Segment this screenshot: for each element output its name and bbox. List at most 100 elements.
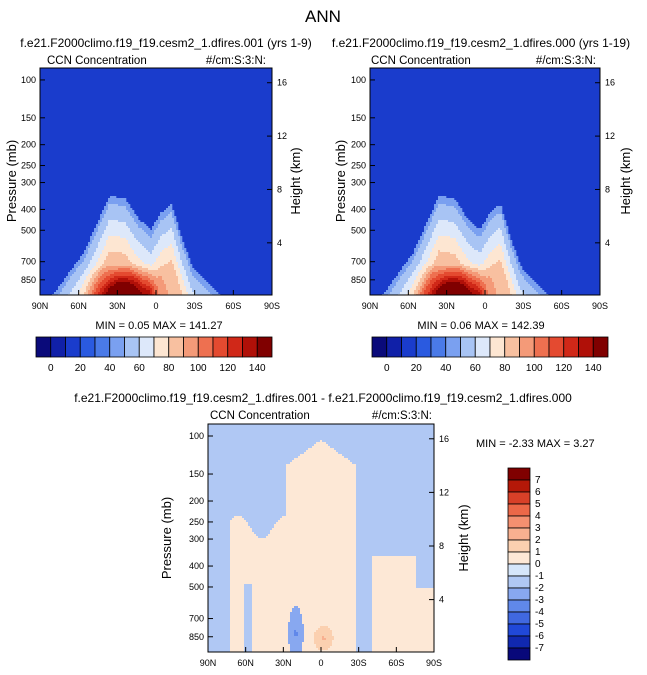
field-cell [500, 230, 503, 233]
field-cell [480, 264, 483, 267]
field-cell [418, 264, 421, 267]
field-cell [86, 252, 89, 255]
field-cell [82, 268, 85, 271]
field-cell [124, 220, 127, 223]
field-cell [448, 228, 451, 231]
field-cell [162, 264, 165, 267]
field-cell [440, 270, 443, 273]
field-cell [480, 270, 483, 273]
field-cell [422, 280, 425, 283]
field-cell [438, 198, 441, 201]
field-cell [448, 226, 451, 229]
field-cell [160, 274, 163, 277]
field-cell [94, 286, 97, 289]
field-cell [462, 228, 465, 231]
field-cell [136, 228, 139, 231]
field-cell [164, 244, 167, 247]
colorbar-label: 60 [470, 363, 482, 374]
field-cell [172, 288, 175, 291]
field-cell [492, 216, 495, 219]
field-cell [108, 290, 111, 293]
field-cell [506, 260, 509, 263]
field-cell [150, 238, 153, 241]
field-cell [124, 268, 127, 271]
x-tick-label: 90S [264, 301, 280, 311]
field-cell [110, 246, 113, 249]
x-tick-label: 30N [438, 301, 455, 311]
field-cell [106, 214, 109, 217]
field-cell [452, 276, 455, 279]
field-cell [80, 284, 83, 287]
field-cell [436, 278, 439, 281]
field-cell [498, 238, 501, 241]
field-cell [96, 240, 99, 243]
field-cell [416, 272, 419, 275]
field-cell [108, 250, 111, 253]
field-cell [428, 248, 431, 251]
field-cell [132, 262, 135, 265]
field-cell [110, 272, 113, 275]
field-cell [432, 274, 435, 277]
field-cell [92, 284, 95, 287]
field-cell [110, 270, 113, 273]
field-cell [104, 252, 107, 255]
field-cell [404, 290, 407, 293]
field-cell [172, 238, 175, 241]
field-cell [140, 284, 143, 287]
field-cell [84, 268, 87, 271]
field-cell [508, 242, 511, 245]
field-cell [454, 238, 457, 241]
field-cell [98, 254, 101, 257]
field-cell [152, 230, 155, 233]
field-cell [88, 242, 91, 245]
panel-1-ylabel-right: Height (km) [288, 147, 303, 214]
field-cell [108, 198, 111, 201]
field-cell [174, 240, 177, 243]
field-cell [136, 240, 139, 243]
field-cell [430, 244, 433, 247]
field-cell [458, 230, 461, 233]
field-cell [398, 278, 401, 281]
field-cell [506, 292, 509, 295]
field-cell [470, 268, 473, 271]
field-cell [496, 280, 499, 283]
field-cell [482, 248, 485, 251]
field-cell [158, 284, 161, 287]
field-cell [126, 258, 129, 261]
field-cell [500, 268, 503, 271]
field-cell [178, 234, 181, 237]
field-cell [446, 198, 449, 201]
field-cell [442, 218, 445, 221]
field-cell [136, 274, 139, 277]
field-cell [118, 206, 121, 209]
field-cell [450, 278, 453, 281]
field-cell [490, 256, 493, 259]
field-cell [430, 232, 433, 235]
field-cell [104, 260, 107, 263]
field-cell [408, 258, 411, 261]
field-cell [476, 232, 479, 235]
field-cell [442, 284, 445, 287]
field-cell [156, 236, 159, 239]
field-cell [170, 216, 173, 219]
field-cell [448, 268, 451, 271]
field-cell [156, 292, 159, 295]
field-cell [82, 262, 85, 265]
field-cell [404, 278, 407, 281]
panel-2: f.e21.F2000climo.f19_f19.cesm2_1.dfires.… [332, 36, 633, 374]
field-cell [186, 266, 189, 269]
field-cell [106, 220, 109, 223]
field-cell [142, 266, 145, 269]
field-cell [402, 274, 405, 277]
field-cell [188, 276, 191, 279]
field-cell [456, 284, 459, 287]
field-cell [104, 256, 107, 259]
field-cell [460, 250, 463, 253]
field-cell [64, 278, 67, 281]
diff-cell [210, 476, 213, 479]
field-cell [168, 234, 171, 237]
diff-cell [208, 638, 211, 641]
field-cell [502, 230, 505, 233]
field-cell [160, 282, 163, 285]
field-cell [106, 286, 109, 289]
